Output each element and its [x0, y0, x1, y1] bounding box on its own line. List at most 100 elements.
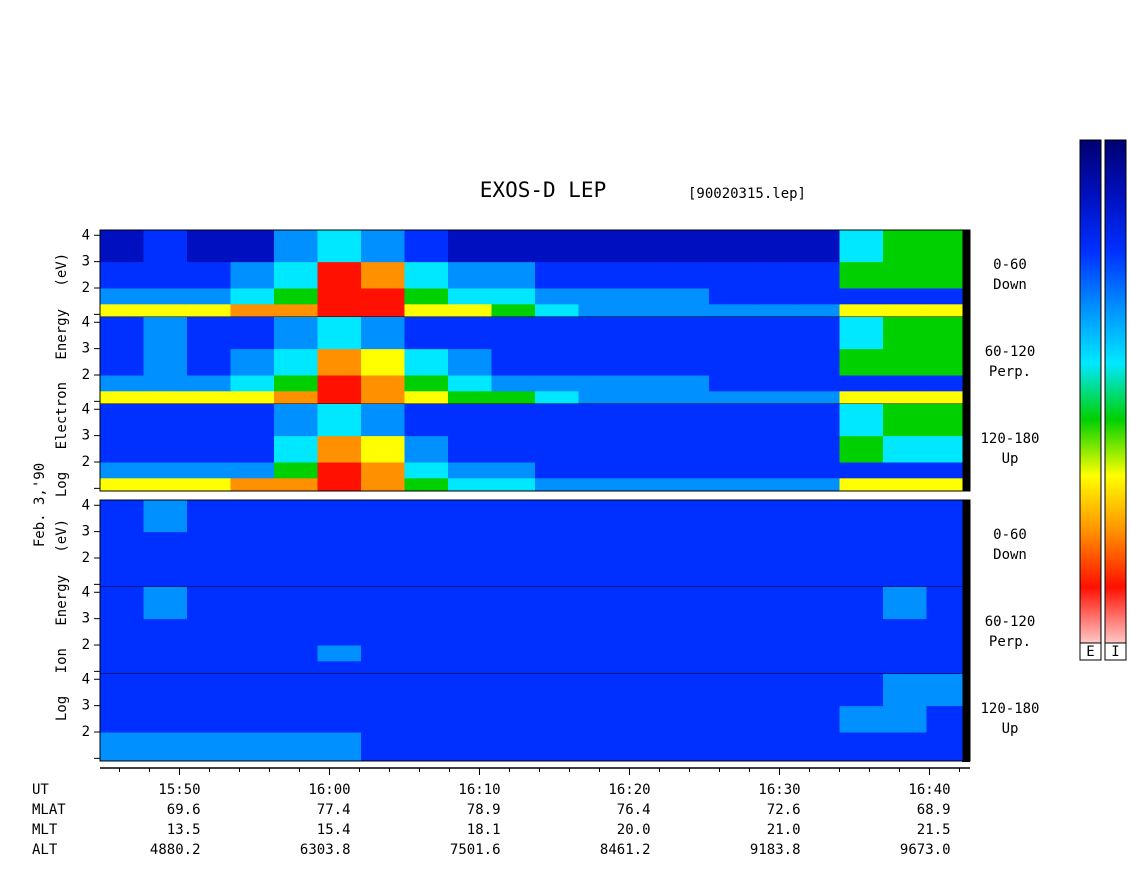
spectrum-cell	[709, 500, 753, 533]
spectrum-cell	[665, 618, 710, 646]
spectrum-cell	[752, 747, 797, 762]
spectrum-cell	[665, 705, 710, 733]
spectrum-cell	[317, 477, 362, 492]
spectrum-cell	[230, 261, 275, 289]
spectrum-cell	[622, 435, 666, 463]
spectrum-cell	[883, 375, 927, 392]
panel-label: Up	[1002, 451, 1019, 467]
y-tick-label: 2	[82, 724, 90, 740]
spectrum-cell	[100, 660, 144, 675]
ephemeris-value: 68.9	[917, 802, 951, 818]
spectrum-cell	[143, 558, 188, 575]
spectrum-cell	[883, 303, 927, 318]
spectrum-cell	[752, 573, 797, 588]
spectrum-cell	[317, 348, 362, 376]
spectrum-cell	[839, 587, 884, 620]
spectrum-cell	[448, 288, 492, 305]
spectrum-cell	[622, 230, 666, 263]
spectrum-cell	[448, 317, 492, 350]
spectrum-cell	[100, 674, 144, 707]
spectrum-cell	[491, 404, 536, 437]
spectrum-cell	[622, 462, 666, 479]
spectrum-cell	[230, 288, 275, 305]
spectrum-cell	[317, 303, 362, 318]
spectrum-cell	[187, 587, 231, 620]
spectrum-cell	[709, 674, 753, 707]
spectrum-cell	[187, 660, 231, 675]
spectrum-cell	[187, 531, 231, 559]
spectrum-cell	[187, 747, 231, 762]
spectrum-cell	[578, 230, 623, 263]
spectrum-cell	[883, 435, 927, 463]
spectrum-cell	[317, 500, 362, 533]
spectrum-cell	[361, 705, 405, 733]
spectrum-cell	[578, 674, 623, 707]
spectrum-cell	[622, 618, 666, 646]
panel-label: Down	[993, 547, 1027, 563]
spectrum-cell	[926, 573, 963, 588]
spectrum-cell	[883, 404, 927, 437]
spectrum-cell	[535, 660, 579, 675]
spectrum-cell	[839, 732, 884, 749]
spectrum-cell	[926, 705, 963, 733]
spectrum-cell	[578, 531, 623, 559]
spectrum-cell	[187, 230, 231, 263]
colorbar-label: E	[1086, 644, 1094, 660]
spectrum-cell	[404, 587, 449, 620]
spectrum-cell	[752, 705, 797, 733]
spectrum-cell	[187, 288, 231, 305]
spectrum-cell	[143, 348, 188, 376]
spectrum-cell	[752, 404, 797, 437]
spectrum-cell	[100, 558, 144, 575]
spectrum-cell	[796, 230, 840, 263]
spectrum-cell	[622, 531, 666, 559]
spectrum-cell	[187, 435, 231, 463]
spectrum-cell	[709, 317, 753, 350]
spectrum-cell	[448, 477, 492, 492]
spectrum-cell	[839, 645, 884, 662]
spectrum-cell	[100, 404, 144, 437]
colorbar-label: I	[1111, 644, 1119, 660]
spectrum-cell	[796, 618, 840, 646]
spectrum-cell	[709, 531, 753, 559]
spectrum-cell	[839, 390, 884, 405]
spectrum-cell	[274, 462, 318, 479]
spectrum-cell	[883, 462, 927, 479]
spectrum-cell	[100, 573, 144, 588]
spectrum-cell	[143, 261, 188, 289]
spectrum-cell	[404, 732, 449, 749]
spectrum-cell	[100, 303, 144, 318]
spectrum-cell	[926, 404, 963, 437]
spectrum-cell	[926, 230, 963, 263]
spectrum-cell	[404, 618, 449, 646]
spectrum-cell	[578, 317, 623, 350]
spectrum-cell	[752, 645, 797, 662]
ephemeris-value: 21.5	[917, 822, 951, 838]
spectrum-cell	[752, 261, 797, 289]
spectrum-cell	[274, 404, 318, 437]
spectrum-cell	[100, 645, 144, 662]
spectrum-cell	[709, 375, 753, 392]
spectrum-cell	[404, 261, 449, 289]
spectrum-cell	[622, 674, 666, 707]
spectrum-cell	[100, 732, 144, 749]
spectrum-cell	[274, 674, 318, 707]
spectrum-cell	[317, 587, 362, 620]
spectrum-cell	[187, 477, 231, 492]
y-axis-title: Log Electron Energy (eV)	[54, 253, 70, 497]
spectrum-cell	[404, 317, 449, 350]
spectrum-cell	[404, 435, 449, 463]
ephemeris-value: 9183.8	[750, 842, 801, 858]
chart-subtitle: [90020315.lep]	[688, 186, 806, 202]
data-end-strip	[962, 230, 970, 491]
spectrum-cell	[622, 500, 666, 533]
spectrum-cell	[709, 587, 753, 620]
spectrum-cell	[230, 230, 275, 263]
spectrum-cell	[230, 660, 275, 675]
spectrum-cell	[535, 500, 579, 533]
spectrum-cell	[883, 705, 927, 733]
spectrum-cell	[274, 645, 318, 662]
spectrum-cell	[448, 645, 492, 662]
spectrum-cell	[100, 390, 144, 405]
spectrum-cell	[274, 705, 318, 733]
